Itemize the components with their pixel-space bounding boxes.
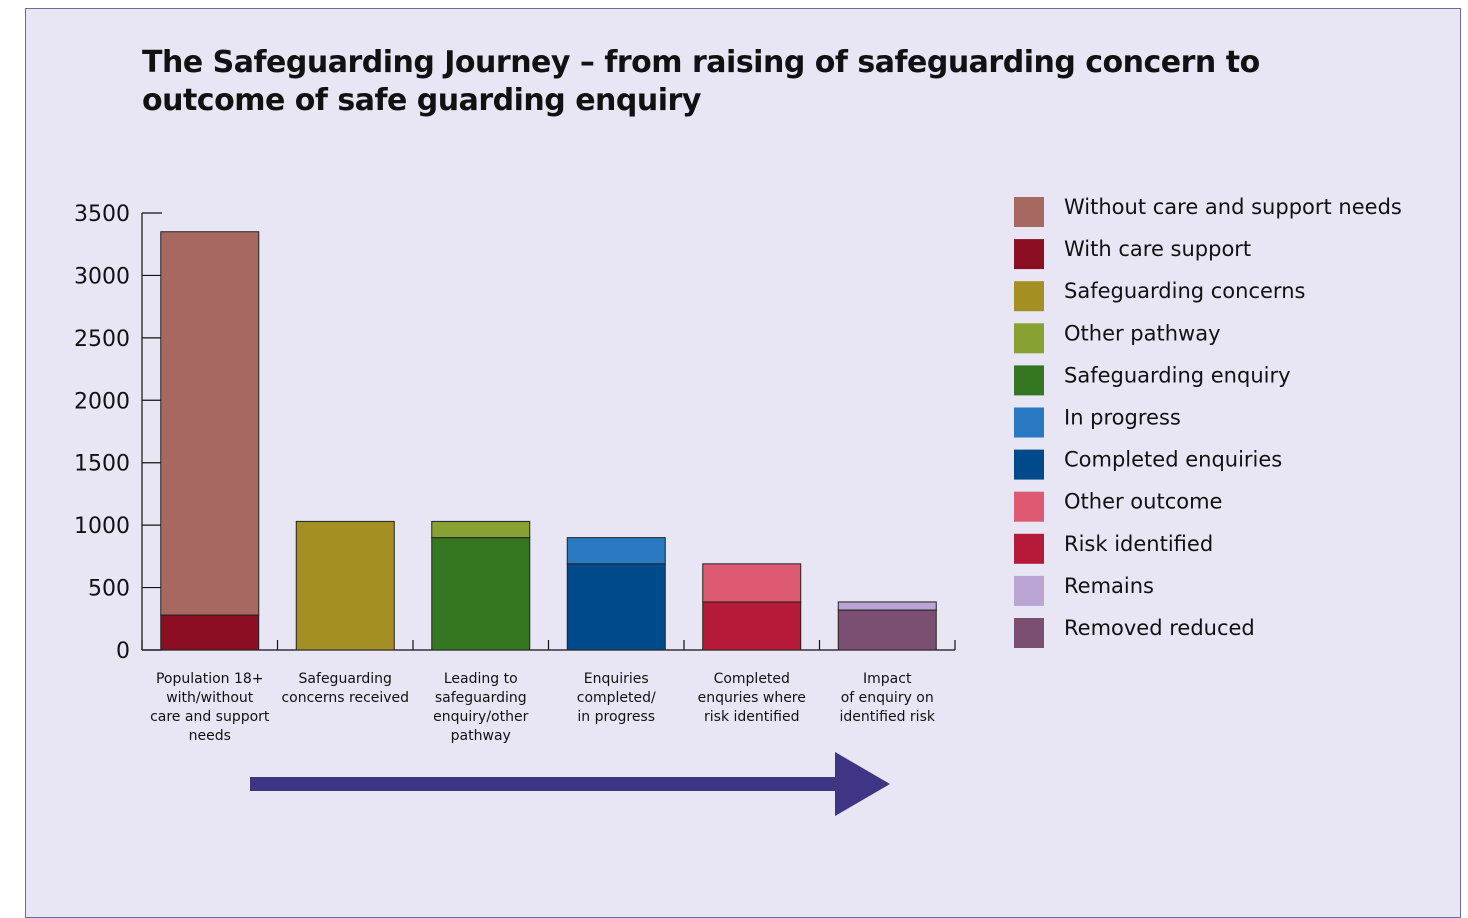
- x-tick-label: Completed enquries where risk identified: [697, 671, 806, 725]
- bar-segment: [837, 601, 937, 611]
- chart-panel: [25, 8, 1461, 918]
- legend-label: Other pathway: [1064, 321, 1221, 345]
- bar-segment: [295, 520, 395, 651]
- bar-segment: [160, 231, 260, 616]
- x-tick-label: Population 18+ with/without care and sup…: [150, 671, 270, 744]
- legend-label: In progress: [1064, 406, 1181, 430]
- bar-segment: [160, 614, 260, 651]
- legend-swatch: [1014, 197, 1044, 227]
- x-tick-label: Enquiries completed/ in progress: [576, 671, 656, 725]
- legend-swatch: [1014, 365, 1044, 396]
- y-tick-label: 0: [116, 639, 130, 664]
- x-tick-label: Safeguarding concerns received: [281, 671, 410, 706]
- legend-swatch: [1014, 449, 1044, 480]
- legend-label: Remains: [1064, 574, 1154, 598]
- legend-label: Completed enquiries: [1064, 448, 1282, 472]
- bar-segment: [566, 537, 666, 565]
- y-tick-label: 1500: [74, 452, 130, 477]
- bar-segment: [702, 601, 802, 651]
- x-tick-label: Leading to safeguarding enquiry/other pa…: [433, 671, 529, 744]
- legend-swatch: [1014, 239, 1044, 270]
- bar-segment: [566, 563, 666, 651]
- y-tick-label: 1000: [74, 514, 130, 539]
- legend-swatch: [1014, 323, 1044, 354]
- legend-swatch: [1014, 575, 1044, 606]
- legend-label: With care support: [1064, 237, 1251, 261]
- legend-label: Removed reduced: [1064, 616, 1255, 640]
- bar-segment: [431, 520, 531, 539]
- legend-swatch: [1014, 281, 1044, 312]
- x-tick-label: Impact of enquiry on identified risk: [839, 671, 935, 725]
- legend-label: Risk identified: [1064, 532, 1213, 556]
- bar-segment: [702, 563, 802, 603]
- flow-arrow-head: [835, 752, 890, 816]
- y-tick-label: 2000: [74, 389, 130, 414]
- chart-title: The Safeguarding Journey – from raising …: [142, 45, 1260, 118]
- legend-label: Safeguarding concerns: [1064, 279, 1305, 303]
- y-tick-label: 3000: [74, 264, 130, 289]
- bar-segment: [431, 537, 531, 651]
- legend-swatch: [1014, 491, 1044, 522]
- legend-label: Without care and support needs: [1064, 195, 1402, 219]
- bar-segment: [837, 609, 937, 651]
- legend-label: Safeguarding enquiry: [1064, 363, 1291, 387]
- y-tick-label: 2500: [74, 327, 130, 352]
- legend-swatch: [1014, 407, 1044, 438]
- legend-label: Other outcome: [1064, 490, 1222, 514]
- y-tick-label: 3500: [74, 202, 130, 227]
- y-tick-label: 500: [88, 577, 130, 602]
- legend-swatch: [1014, 533, 1044, 564]
- legend-swatch: [1014, 618, 1044, 648]
